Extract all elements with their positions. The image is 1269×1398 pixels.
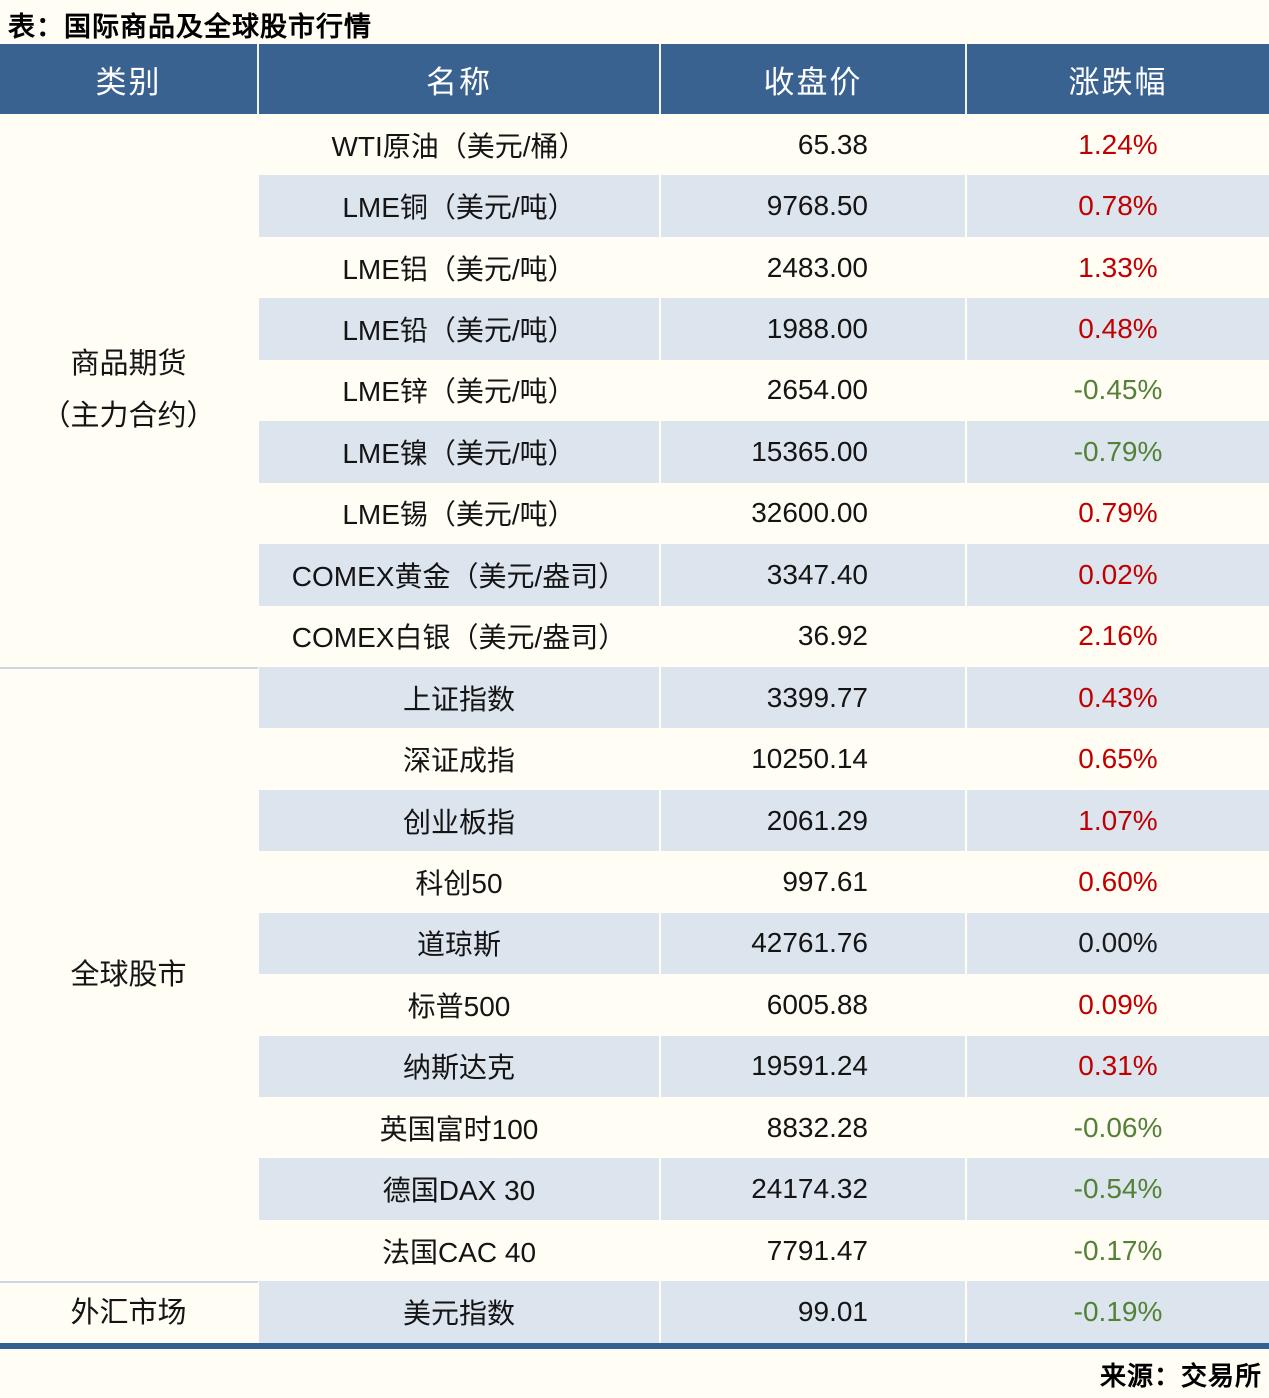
change-cell: 0.43%: [967, 666, 1269, 729]
market-table: 类别 名称 收盘价 涨跌幅 商品期货 （主力合约） WTI原油（美元/桶） 65…: [0, 44, 1269, 1349]
name-cell: LME铜（美元/吨）: [259, 175, 661, 237]
header-name: 名称: [259, 44, 661, 114]
category-cell-global-stocks: 全球股市: [0, 666, 259, 1282]
change-cell: 0.00%: [967, 912, 1269, 975]
name-cell: 法国CAC 40: [259, 1219, 661, 1282]
change-cell: 1.07%: [967, 789, 1269, 852]
close-cell: 997.61: [661, 851, 967, 913]
name-cell: LME铝（美元/吨）: [259, 236, 661, 299]
name-cell: 深证成指: [259, 728, 661, 790]
change-cell: 0.78%: [967, 175, 1269, 237]
close-cell: 2061.29: [661, 789, 967, 852]
name-cell: WTI原油（美元/桶）: [259, 114, 661, 176]
close-cell: 1988.00: [661, 298, 967, 360]
change-cell: 0.48%: [967, 298, 1269, 360]
name-cell: 英国富时100: [259, 1097, 661, 1159]
close-cell: 6005.88: [661, 974, 967, 1036]
name-cell: LME镍（美元/吨）: [259, 421, 661, 483]
change-cell: 0.60%: [967, 851, 1269, 913]
category-label-line1: 商品期货: [70, 348, 187, 381]
name-cell: COMEX黄金（美元/盎司）: [259, 544, 661, 606]
close-cell: 19591.24: [661, 1035, 967, 1097]
change-cell: -0.54%: [967, 1158, 1269, 1220]
close-cell: 32600.00: [661, 482, 967, 545]
name-cell: COMEX白银（美元/盎司）: [259, 605, 661, 667]
category-label-line2: （主力合约）: [41, 400, 216, 433]
category-cell-commodity-futures: 商品期货 （主力合约）: [0, 114, 259, 667]
close-cell: 8832.28: [661, 1097, 967, 1159]
close-cell: 42761.76: [661, 912, 967, 975]
category-cell-forex: 外汇市场: [0, 1281, 259, 1343]
change-cell: -0.79%: [967, 421, 1269, 483]
change-cell: 0.09%: [967, 974, 1269, 1036]
change-cell: 1.24%: [967, 114, 1269, 176]
source-note: 来源：交易所: [1099, 1361, 1262, 1391]
change-cell: -0.19%: [967, 1281, 1269, 1343]
table-title: 表：国际商品及全球股市行情: [8, 12, 372, 42]
close-cell: 15365.00: [661, 421, 967, 483]
change-cell: -0.17%: [967, 1219, 1269, 1282]
close-cell: 9768.50: [661, 175, 967, 237]
category-label: 全球股市: [70, 959, 187, 992]
change-cell: -0.06%: [967, 1097, 1269, 1159]
change-cell: 0.02%: [967, 544, 1269, 606]
name-cell: 道琼斯: [259, 912, 661, 975]
name-cell: 美元指数: [259, 1281, 661, 1343]
close-cell: 36.92: [661, 605, 967, 667]
change-cell: 1.33%: [967, 236, 1269, 299]
close-cell: 24174.32: [661, 1158, 967, 1220]
name-cell: 纳斯达克: [259, 1035, 661, 1097]
name-cell: LME锡（美元/吨）: [259, 482, 661, 545]
header-change: 涨跌幅: [967, 44, 1269, 114]
change-cell: 0.79%: [967, 482, 1269, 545]
name-cell: LME锌（美元/吨）: [259, 359, 661, 422]
name-cell: 上证指数: [259, 666, 661, 729]
close-cell: 2654.00: [661, 359, 967, 422]
name-cell: LME铅（美元/吨）: [259, 298, 661, 360]
change-cell: 0.31%: [967, 1035, 1269, 1097]
category-label: 外汇市场: [70, 1297, 187, 1330]
close-cell: 3347.40: [661, 544, 967, 606]
close-cell: 10250.14: [661, 728, 967, 790]
change-cell: 0.65%: [967, 728, 1269, 790]
name-cell: 德国DAX 30: [259, 1158, 661, 1220]
name-cell: 科创50: [259, 851, 661, 913]
name-cell: 创业板指: [259, 789, 661, 852]
close-cell: 99.01: [661, 1281, 967, 1343]
close-cell: 65.38: [661, 114, 967, 176]
header-close: 收盘价: [661, 44, 967, 114]
close-cell: 7791.47: [661, 1219, 967, 1282]
header-category: 类别: [0, 44, 259, 114]
name-cell: 标普500: [259, 974, 661, 1036]
close-cell: 2483.00: [661, 236, 967, 299]
change-cell: -0.45%: [967, 359, 1269, 422]
change-cell: 2.16%: [967, 605, 1269, 667]
close-cell: 3399.77: [661, 666, 967, 729]
